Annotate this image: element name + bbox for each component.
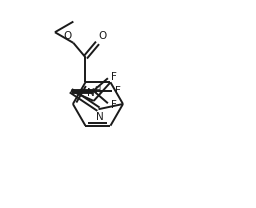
Text: O: O	[63, 31, 71, 41]
Text: H: H	[94, 86, 101, 95]
Text: F: F	[111, 72, 117, 82]
Text: F: F	[111, 99, 117, 109]
Text: N: N	[87, 88, 94, 98]
Text: F: F	[115, 86, 121, 96]
Text: O: O	[99, 31, 107, 41]
Text: N: N	[96, 112, 104, 122]
